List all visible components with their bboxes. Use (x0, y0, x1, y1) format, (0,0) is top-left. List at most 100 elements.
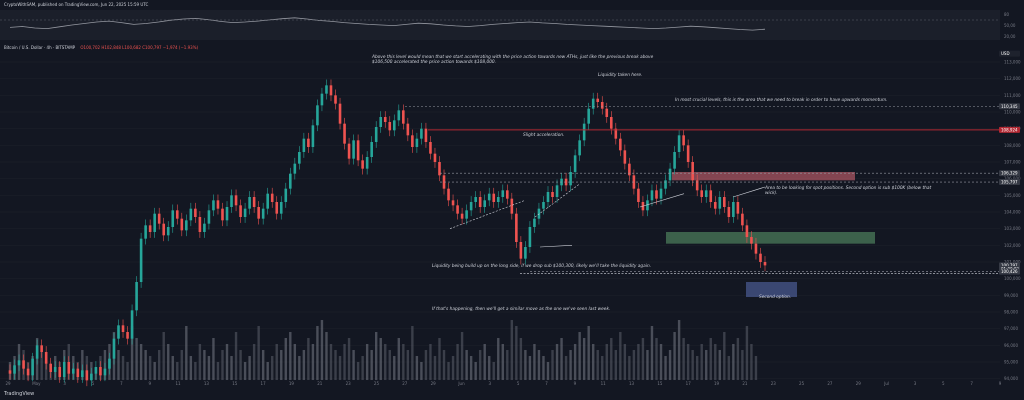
zone-supply (672, 172, 855, 181)
volume-bar (705, 350, 708, 380)
volume-bar (144, 350, 147, 380)
candle-body (723, 197, 726, 207)
volume-bar (406, 350, 410, 380)
candle-body (225, 207, 229, 221)
volume-bar (225, 344, 229, 380)
volume-bar (352, 350, 355, 380)
volume-bar (271, 356, 274, 380)
tradingview-brand[interactable]: TradingView (4, 391, 35, 397)
oscillator-line (9, 17, 766, 31)
candle-body (438, 162, 441, 176)
annotation-ath-break: Above this level would mean that we star… (372, 55, 654, 66)
volume-bar (139, 344, 143, 380)
volume-bar (623, 344, 627, 380)
time-tick-label: 29 (5, 381, 11, 386)
volume-bar (252, 344, 256, 380)
price-tick-label: 96,000 (1004, 343, 1018, 348)
candle-body (655, 190, 658, 199)
candle-body (695, 180, 699, 191)
volume-bar (320, 320, 324, 380)
time-tick-label: Jun (457, 381, 465, 386)
candle-body (175, 210, 179, 219)
candle-body (189, 208, 193, 221)
candle-body (379, 117, 383, 127)
candle-body (573, 155, 577, 172)
candle-body (614, 128, 618, 139)
symbol-name[interactable]: Bitcoin / U.S. Dollar · 4h · BITSTAMP (4, 45, 76, 50)
time-tick-label: 23 (771, 381, 777, 386)
candle-body (546, 192, 550, 202)
candle-body (415, 138, 419, 147)
candle-body (298, 152, 301, 164)
volume-bar (415, 356, 419, 380)
candle-body (212, 200, 215, 211)
volume-bar (207, 356, 211, 380)
candle-body (270, 193, 274, 202)
price-label-text: USD (1001, 51, 1010, 56)
candle-body (153, 213, 156, 232)
volume-bar (198, 344, 202, 380)
candle-body (112, 338, 116, 359)
arrow-line (639, 193, 685, 208)
candle-body (763, 262, 767, 266)
volume-bar (402, 344, 405, 380)
volume-bar (650, 326, 654, 380)
volume-bar (736, 338, 740, 380)
time-tick-label: 15 (232, 381, 238, 386)
candle-body (334, 95, 337, 104)
volume-bar (293, 344, 297, 380)
volume-bar (176, 362, 179, 380)
candle-body (510, 198, 514, 214)
volume-bar (280, 350, 283, 380)
price-label-text: 110,345 (1001, 104, 1018, 109)
candle-body (759, 253, 762, 262)
candle-body (718, 197, 722, 209)
time-tick-label: 27 (827, 381, 833, 386)
candle-body (135, 282, 138, 311)
zone-layer (666, 172, 875, 297)
candle-body (668, 168, 672, 181)
candle-body (555, 185, 559, 197)
volume-bar (542, 356, 545, 380)
volume-bar (641, 338, 645, 380)
publish-attribution: CryptoWithSAM, published on TradingView.… (4, 2, 149, 7)
annotation-crucial-level: In most crucial levels, this is the area… (675, 98, 888, 103)
time-tick-label: 7 (970, 381, 973, 386)
candle-body (185, 220, 188, 231)
candle-body (754, 243, 758, 254)
volume-bar (569, 350, 572, 380)
candle-body (429, 142, 432, 154)
candle-body (13, 365, 16, 374)
candle-body (171, 210, 175, 227)
time-tick-label: 25 (799, 381, 805, 386)
price-tick-label: 100,000 (1004, 276, 1021, 281)
trend-drawings (449, 183, 1000, 274)
candle-body (162, 223, 166, 236)
symbol-legend[interactable]: Bitcoin / U.S. Dollar · 4h · BITSTAMP O1… (4, 45, 198, 50)
time-axis[interactable]: 29 May 3 5 7 9 11 13 15 17 19 21 23 25 27 29 Jun 3 5 7 9 11 13… (5, 381, 1001, 386)
volume-bar (709, 338, 712, 380)
price-tick-label: 102,000 (1004, 243, 1021, 248)
price-label-text: 100,797 (1001, 263, 1018, 268)
candle-body (686, 145, 690, 162)
candle-body (609, 117, 613, 129)
price-axis[interactable]: 113,000112,000111,000110,000109,000108,0… (999, 50, 1021, 382)
price-label-badge (999, 268, 1020, 275)
volume-bar (148, 356, 152, 380)
volume-bar (497, 338, 500, 380)
volume-bar (126, 362, 129, 380)
volume-bar (478, 350, 482, 380)
volume-bar (555, 344, 559, 380)
volume-bar (596, 350, 599, 380)
time-tick-label: 29 (856, 381, 862, 386)
candle-body (519, 242, 523, 259)
volume-bar (243, 362, 247, 380)
candle-body (307, 138, 310, 147)
volume-bar (203, 350, 206, 380)
candle-body (736, 202, 740, 214)
volume-bar (311, 344, 315, 380)
candle-body (279, 202, 283, 214)
volume-bar (130, 326, 134, 380)
candle-body (741, 213, 744, 226)
time-tick-label: 17 (686, 381, 692, 386)
